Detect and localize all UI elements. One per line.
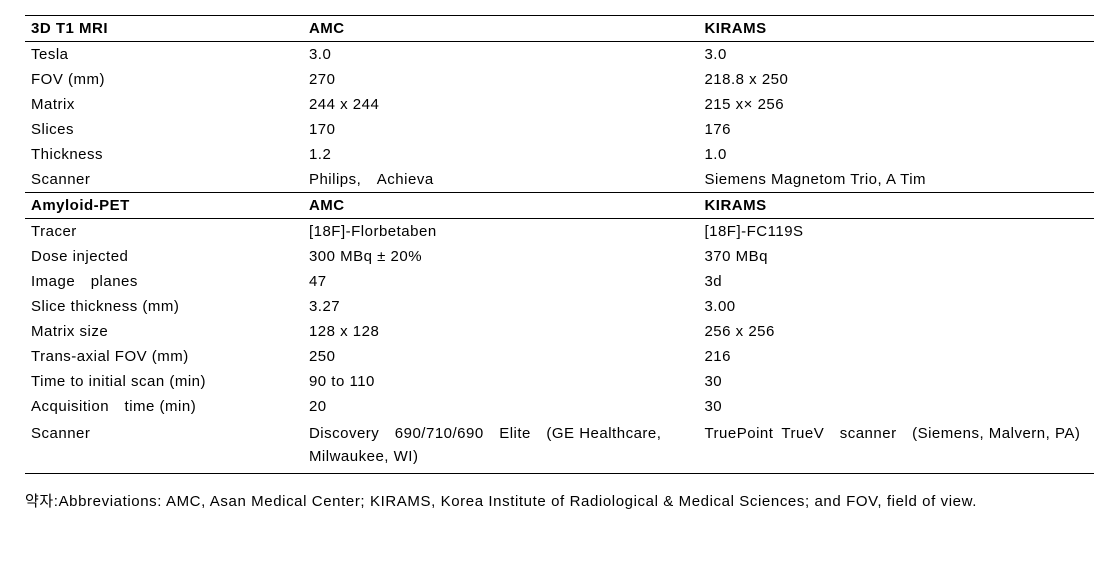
cell-param: Tesla [25,42,303,68]
cell-param: Slice thickness (mm) [25,294,303,319]
table-row: Trans-axial FOV (mm) 250 216 [25,344,1094,369]
table-row: Time to initial scan (min) 90 to 110 30 [25,369,1094,394]
cell-kirams: 3d [698,269,1094,294]
cell-amc: 128 x 128 [303,319,699,344]
cell-kirams: 30 [698,369,1094,394]
cell-amc: 244 x 244 [303,92,699,117]
cell-amc: 47 [303,269,699,294]
cell-param: Trans-axial FOV (mm) [25,344,303,369]
cell-param: Image planes [25,269,303,294]
cell-kirams: 370 MBq [698,244,1094,269]
cell-amc: Discovery 690/710/690 Elite (GE Healthca… [303,419,699,474]
cell-param: Thickness [25,142,303,167]
table-row: Acquisition time (min) 20 30 [25,394,1094,419]
cell-kirams: Siemens Magnetom Trio, A Tim [698,167,1094,193]
section2-header-param: Amyloid-PET [25,193,303,219]
cell-amc: 20 [303,394,699,419]
section2-header-kirams: KIRAMS [698,193,1094,219]
table-row: Dose injected 300 MBq ± 20% 370 MBq [25,244,1094,269]
cell-amc: 270 [303,67,699,92]
cell-kirams: 216 [698,344,1094,369]
table-row: Matrix 244 x 244 215 x× 256 [25,92,1094,117]
cell-amc: 1.2 [303,142,699,167]
cell-param: FOV (mm) [25,67,303,92]
cell-param: Matrix [25,92,303,117]
section1-header-row: 3D T1 MRI AMC KIRAMS [25,16,1094,42]
cell-amc: 3.0 [303,42,699,68]
table-row: Matrix size 128 x 128 256 x 256 [25,319,1094,344]
cell-param: Scanner [25,419,303,474]
cell-kirams: TruePoint TrueV scanner (Siemens, Malver… [698,419,1094,474]
cell-amc: 170 [303,117,699,142]
section1-header-kirams: KIRAMS [698,16,1094,42]
table-row: Scanner Discovery 690/710/690 Elite (GE … [25,419,1094,474]
abbreviations-footnote: 약자:Abbreviations: AMC, Asan Medical Cent… [25,488,1094,516]
table-row: Tracer [18F]-Florbetaben [18F]-FC119S [25,219,1094,245]
cell-amc: 300 MBq ± 20% [303,244,699,269]
section1-header-param: 3D T1 MRI [25,16,303,42]
cell-amc: 3.27 [303,294,699,319]
table-row: FOV (mm) 270 218.8 x 250 [25,67,1094,92]
cell-param: Tracer [25,219,303,245]
cell-kirams: 218.8 x 250 [698,67,1094,92]
cell-param: Dose injected [25,244,303,269]
table-row: Slice thickness (mm) 3.27 3.00 [25,294,1094,319]
cell-kirams: 215 x× 256 [698,92,1094,117]
section2-header-row: Amyloid-PET AMC KIRAMS [25,193,1094,219]
cell-kirams: 176 [698,117,1094,142]
cell-param: Scanner [25,167,303,193]
cell-param: Acquisition time (min) [25,394,303,419]
table-row: Thickness 1.2 1.0 [25,142,1094,167]
mri-pet-parameters-table: 3D T1 MRI AMC KIRAMS Tesla 3.0 3.0 FOV (… [25,15,1094,474]
table-row: Tesla 3.0 3.0 [25,42,1094,68]
cell-param: Time to initial scan (min) [25,369,303,394]
cell-kirams: 256 x 256 [698,319,1094,344]
cell-amc: 90 to 110 [303,369,699,394]
cell-kirams: 30 [698,394,1094,419]
table-row: Slices 170 176 [25,117,1094,142]
table-row: Scanner Philips, Achieva Siemens Magneto… [25,167,1094,193]
cell-kirams: [18F]-FC119S [698,219,1094,245]
cell-amc: Philips, Achieva [303,167,699,193]
cell-amc: [18F]-Florbetaben [303,219,699,245]
cell-param: Matrix size [25,319,303,344]
cell-kirams: 3.00 [698,294,1094,319]
cell-amc: 250 [303,344,699,369]
section2-header-amc: AMC [303,193,699,219]
table-row: Image planes 47 3d [25,269,1094,294]
cell-kirams: 1.0 [698,142,1094,167]
cell-kirams: 3.0 [698,42,1094,68]
cell-param: Slices [25,117,303,142]
section1-header-amc: AMC [303,16,699,42]
